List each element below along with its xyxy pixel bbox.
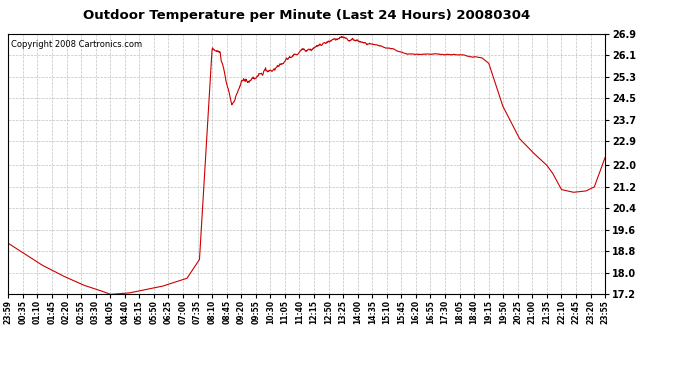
Text: Copyright 2008 Cartronics.com: Copyright 2008 Cartronics.com: [11, 40, 142, 49]
Text: Outdoor Temperature per Minute (Last 24 Hours) 20080304: Outdoor Temperature per Minute (Last 24 …: [83, 9, 531, 22]
